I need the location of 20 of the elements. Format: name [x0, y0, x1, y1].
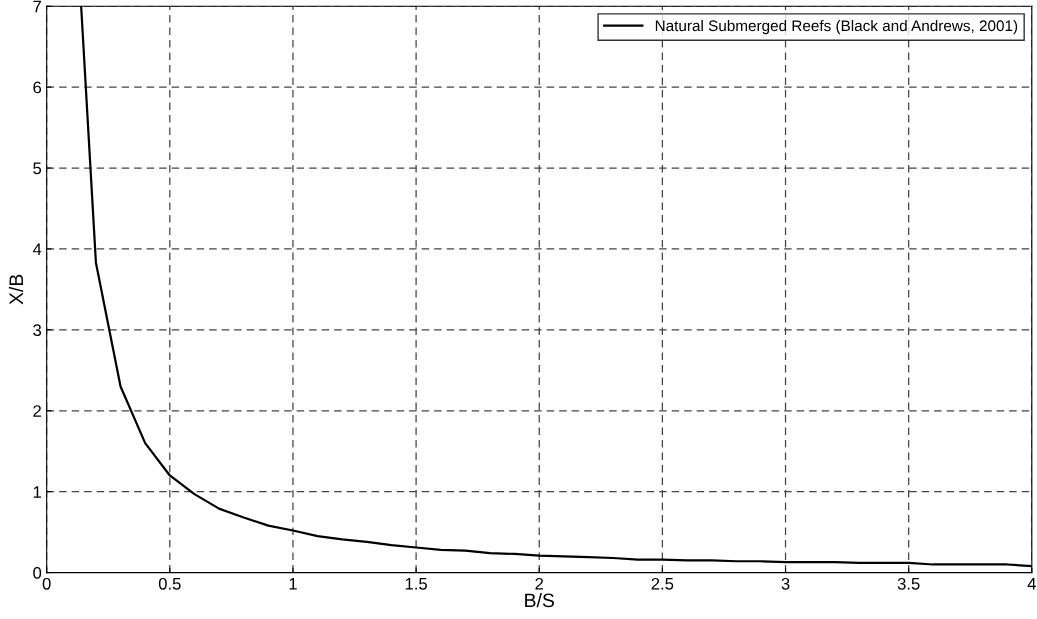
- legend-label: Natural Submerged Reefs (Black and Andrews, 2001): [655, 19, 1018, 35]
- y-tick-label: 4: [32, 243, 42, 255]
- x-tick-label: 4: [1027, 578, 1036, 590]
- x-tick-label: 2: [535, 577, 544, 590]
- y-tick-label: 5: [33, 162, 42, 175]
- x-tick-label: 2.5: [651, 577, 674, 590]
- x-tick-label: 1.5: [405, 578, 427, 590]
- y-tick-label: 1: [33, 486, 41, 498]
- y-tick-label: 0: [33, 566, 42, 579]
- y-tick-label: 6: [33, 81, 42, 94]
- x-tick-label: 0: [42, 577, 51, 590]
- x-axis-title: B/S: [525, 592, 555, 608]
- y-tick-label: 7: [33, 0, 41, 13]
- y-tick-label: 3: [33, 324, 42, 337]
- x-tick-label: 3.5: [897, 577, 920, 590]
- x-tick-label: 1: [289, 578, 297, 590]
- y-axis-title: X/B: [8, 274, 24, 305]
- x-tick-label: 3: [781, 577, 790, 590]
- y-tick-label: 2: [33, 405, 41, 417]
- x-tick-label: 0.5: [158, 577, 181, 590]
